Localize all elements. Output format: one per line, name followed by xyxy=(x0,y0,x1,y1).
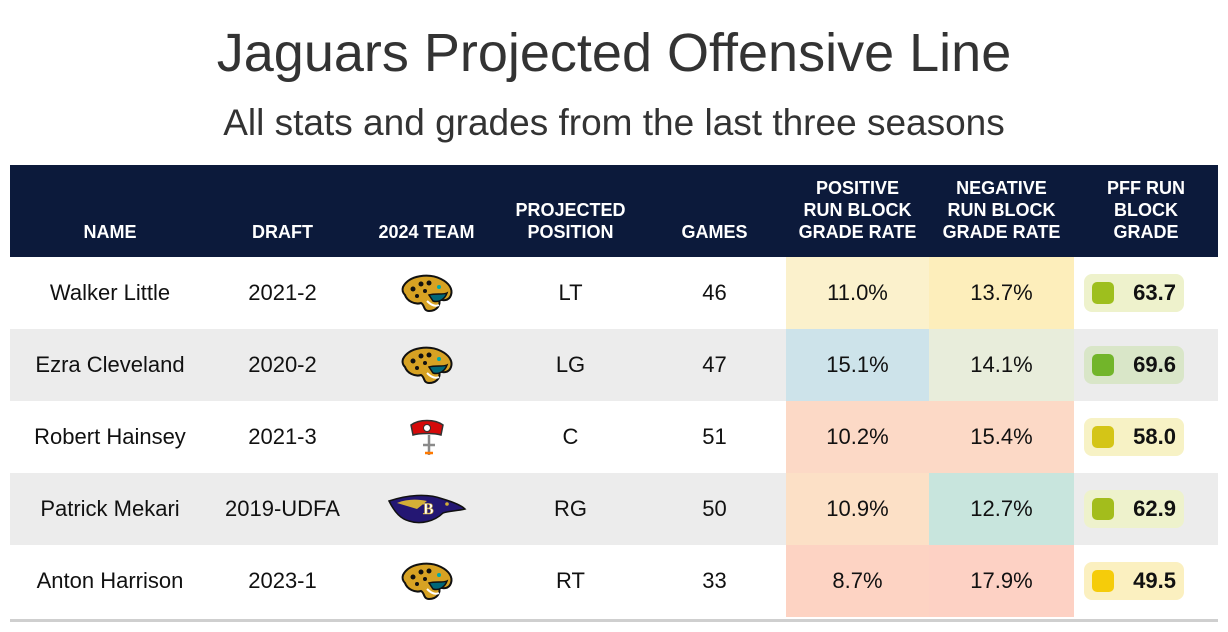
grade-value: 58.0 xyxy=(1133,424,1176,449)
positive-rate-value: 8.7% xyxy=(786,545,929,617)
player-name: Robert Hainsey xyxy=(34,424,186,449)
grade-badge: 49.5 xyxy=(1084,562,1184,600)
grade-badge: 58.0 xyxy=(1084,418,1184,456)
grade-cell: 62.9 xyxy=(1074,473,1218,545)
stats-table: NAME DRAFT 2024 TEAM PROJECTED POSITION G… xyxy=(10,165,1218,622)
grade-value: 62.9 xyxy=(1133,496,1176,521)
position-value: RT xyxy=(556,568,585,593)
grade-badge: 69.6 xyxy=(1084,346,1184,384)
player-name: Anton Harrison xyxy=(36,568,184,593)
grade-cell: 69.6 xyxy=(1074,329,1218,401)
draft-value: 2021-3 xyxy=(248,424,317,449)
negative-rate-value: 15.4% xyxy=(929,401,1074,473)
negative-rate-value: 17.9% xyxy=(929,545,1074,617)
games-value: 51 xyxy=(702,424,727,449)
draft-value: 2019-UDFA xyxy=(225,496,340,521)
draft-value: 2020-2 xyxy=(248,352,317,377)
games-value: 47 xyxy=(702,352,727,377)
positive-rate-value: 15.1% xyxy=(786,329,929,401)
grade-value: 49.5 xyxy=(1133,568,1176,593)
jaguars-logo-icon xyxy=(399,343,455,387)
positive-rate-value: 10.9% xyxy=(786,473,929,545)
position-value: RG xyxy=(554,496,587,521)
team-logo xyxy=(355,545,498,617)
grade-value: 69.6 xyxy=(1133,352,1176,377)
grade-badge: 62.9 xyxy=(1084,490,1184,528)
games-value: 33 xyxy=(702,568,727,593)
player-name: Ezra Cleveland xyxy=(35,352,185,377)
header-draft: DRAFT xyxy=(252,222,313,242)
grade-color-swatch xyxy=(1092,354,1114,376)
svg-text:B: B xyxy=(423,501,434,518)
grade-color-swatch xyxy=(1092,282,1114,304)
positive-rate-value: 11.0% xyxy=(786,257,929,329)
table-bottom-divider xyxy=(10,619,1218,622)
header-team: 2024 TEAM xyxy=(378,222,475,242)
header-grade: PFF RUN BLOCK GRADE xyxy=(1107,178,1185,242)
header-games: GAMES xyxy=(681,222,748,242)
grade-value: 63.7 xyxy=(1133,280,1176,305)
grade-cell: 49.5 xyxy=(1074,545,1218,617)
jaguars-logo-icon xyxy=(399,271,455,315)
team-logo xyxy=(355,329,498,401)
grade-cell: 63.7 xyxy=(1074,257,1218,329)
chart-subtitle: All stats and grades from the last three… xyxy=(223,102,1005,143)
header-negative-rate: NEGATIVE RUN BLOCK GRADE RATE xyxy=(942,178,1061,242)
player-name: Walker Little xyxy=(49,280,171,305)
negative-rate-value: 14.1% xyxy=(929,329,1074,401)
table-body: Walker Little 2021-2 LT 46 11.0% 13.7% 63.7 Ezr… xyxy=(10,257,1218,617)
header-positive-rate: POSITIVE RUN BLOCK GRADE RATE xyxy=(798,178,917,242)
team-logo xyxy=(355,257,498,329)
negative-rate-value: 13.7% xyxy=(929,257,1074,329)
team-logo: B xyxy=(355,473,498,545)
team-logo xyxy=(355,401,498,473)
buccaneers-logo-icon xyxy=(405,415,449,459)
table-row: Walker Little 2021-2 LT 46 11.0% 13.7% 63.7 xyxy=(10,257,1218,329)
table-row: Robert Hainsey 2021-3 C 51 10.2% 15.4% 58.0 xyxy=(10,401,1218,473)
grade-badge: 63.7 xyxy=(1084,274,1184,312)
position-value: LG xyxy=(555,352,586,377)
position-value: C xyxy=(562,424,579,449)
table-header: NAME DRAFT 2024 TEAM PROJECTED POSITION G… xyxy=(10,165,1218,257)
player-name: Patrick Mekari xyxy=(40,496,180,521)
grade-color-swatch xyxy=(1092,570,1114,592)
header-name: NAME xyxy=(83,222,137,242)
draft-value: 2023-1 xyxy=(248,568,317,593)
header-position: PROJECTED POSITION xyxy=(515,200,626,242)
grade-cell: 58.0 xyxy=(1074,401,1218,473)
jaguars-logo-icon xyxy=(399,559,455,603)
chart-title: Jaguars Projected Offensive Line xyxy=(216,23,1012,83)
table-row: Patrick Mekari 2019-UDFA B RG 50 10.9% 12.7% 62… xyxy=(10,473,1218,545)
games-value: 50 xyxy=(702,496,727,521)
table-row: Ezra Cleveland 2020-2 LG 47 15.1% 14.1% 69.6 xyxy=(10,329,1218,401)
grade-color-swatch xyxy=(1092,426,1114,448)
positive-rate-value: 10.2% xyxy=(786,401,929,473)
draft-value: 2021-2 xyxy=(248,280,317,305)
games-value: 46 xyxy=(702,280,727,305)
grade-color-swatch xyxy=(1092,498,1114,520)
ravens-logo-icon: B xyxy=(387,489,467,529)
position-value: LT xyxy=(558,280,583,305)
negative-rate-value: 12.7% xyxy=(929,473,1074,545)
table-row: Anton Harrison 2023-1 RT 33 8.7% 17.9% 49.5 xyxy=(10,545,1218,617)
